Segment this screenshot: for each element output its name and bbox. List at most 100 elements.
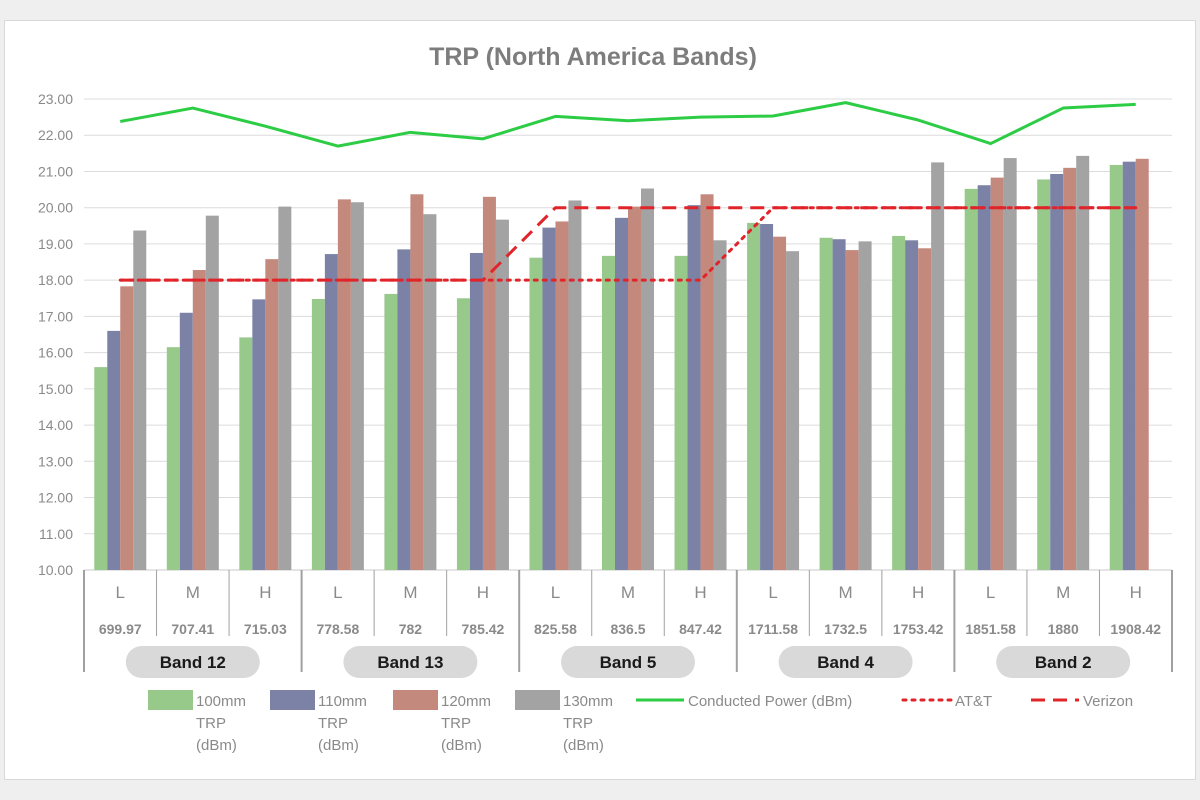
bar-120mm	[192, 270, 206, 570]
bar-110mm	[832, 239, 846, 570]
bar-120mm	[918, 248, 932, 571]
frequency-label: 778.58	[316, 621, 359, 637]
bar-100mm	[892, 235, 906, 570]
chart-title: TRP (North America Bands)	[429, 43, 757, 71]
series-line-at-t	[118, 206, 1138, 282]
x-tick-label: H	[694, 583, 706, 602]
x-tick-label: M	[403, 583, 417, 602]
bar-120mm	[120, 286, 134, 570]
y-tick-label: 21.00	[38, 163, 73, 179]
x-tick-label: L	[333, 583, 342, 602]
bar-100mm	[311, 298, 325, 570]
x-tick-label: H	[912, 583, 924, 602]
band-label: Band 2	[1035, 653, 1092, 672]
y-tick-label: 18.00	[38, 272, 73, 288]
legend-label: TRP	[563, 715, 593, 732]
x-tick-label: M	[1056, 583, 1070, 602]
frequency-label: 825.58	[534, 621, 577, 637]
bar-130mm	[713, 240, 727, 571]
band-label: Band 13	[377, 653, 443, 672]
x-tick-label: L	[768, 583, 777, 602]
y-tick-label: 10.00	[38, 562, 73, 578]
frequency-label: 1711.58	[748, 621, 798, 637]
legend-label: (dBm)	[441, 737, 482, 754]
y-tick-label: 22.00	[38, 127, 73, 143]
bar-110mm	[542, 227, 556, 570]
bar-120mm	[265, 259, 279, 570]
legend-label: TRP	[318, 715, 348, 732]
bar-130mm	[133, 230, 147, 570]
bar-100mm	[602, 255, 615, 571]
x-tick-label: L	[986, 583, 995, 602]
band-label-pill	[561, 646, 695, 678]
frequency-label: 1880	[1048, 621, 1079, 637]
bar-120mm	[845, 250, 859, 570]
bar-100mm	[1109, 164, 1123, 570]
bar-110mm	[977, 185, 991, 570]
frequency-label: 1908.42	[1110, 621, 1161, 637]
bar-130mm	[931, 162, 945, 570]
legend-label: AT&T	[955, 693, 992, 710]
y-tick-label: 19.00	[38, 236, 73, 252]
legend-label: 100mm	[196, 693, 246, 710]
frequency-label: 1753.42	[893, 621, 944, 637]
legend-label: (dBm)	[196, 737, 237, 754]
bar-110mm	[905, 240, 919, 571]
y-tick-label: 11.00	[39, 526, 73, 542]
legend-label: Verizon	[1083, 693, 1133, 710]
band-label-pill	[125, 646, 260, 678]
bar-120mm	[700, 194, 714, 570]
x-tick-label: L	[116, 583, 125, 602]
x-tick-label: M	[186, 583, 200, 602]
bar-120mm	[410, 194, 424, 570]
bar-100mm	[747, 222, 761, 570]
bar-130mm	[786, 251, 800, 570]
x-tick-label: L	[551, 583, 560, 602]
bar-120mm	[628, 206, 641, 570]
y-tick-label: 14.00	[38, 417, 73, 433]
bar-130mm	[278, 206, 292, 570]
bar-110mm	[397, 249, 411, 570]
bar-110mm	[107, 330, 121, 570]
bar-130mm	[641, 188, 654, 571]
legend-swatch	[270, 690, 315, 710]
bar-130mm	[495, 219, 509, 570]
legend-label: 110mm	[318, 693, 367, 710]
bar-110mm	[615, 217, 628, 571]
frequency-label: 707.41	[171, 621, 214, 637]
y-tick-label: 23.00	[38, 91, 73, 107]
bar-110mm	[179, 312, 193, 570]
band-label: Band 5	[600, 653, 657, 672]
band-label: Band 4	[817, 653, 874, 672]
bar-100mm	[166, 347, 180, 570]
bar-130mm	[858, 241, 872, 571]
bar-100mm	[1037, 179, 1051, 570]
frequency-label: 782	[399, 621, 423, 637]
bar-120mm	[990, 177, 1004, 570]
band-label-pill	[343, 646, 478, 678]
bar-130mm	[568, 200, 582, 570]
bar-120mm	[773, 236, 787, 570]
frequency-label: 785.42	[462, 621, 505, 637]
bar-110mm	[324, 254, 338, 570]
x-tick-label: H	[477, 583, 489, 602]
bar-100mm	[456, 298, 470, 570]
legend-label: TRP	[196, 715, 226, 732]
legend-label: TRP	[441, 715, 471, 732]
frequency-label: 1732.5	[824, 621, 867, 637]
bar-120mm	[1063, 167, 1077, 571]
y-tick-label: 17.00	[38, 308, 73, 324]
bar-130mm	[205, 215, 219, 570]
bar-110mm	[1122, 161, 1136, 570]
bar-110mm	[687, 205, 701, 570]
bar-130mm	[1076, 155, 1090, 570]
bar-marks	[94, 155, 1149, 571]
x-tick-label: H	[259, 583, 271, 602]
legend-label: 130mm	[563, 693, 613, 710]
y-tick-label: 13.00	[38, 453, 73, 469]
bar-130mm	[350, 202, 364, 570]
frequency-label: 836.5	[610, 621, 645, 637]
series-line-conducted-power-dbm	[119, 101, 1136, 148]
bar-110mm	[252, 299, 266, 570]
frequency-label: 847.42	[679, 621, 722, 637]
